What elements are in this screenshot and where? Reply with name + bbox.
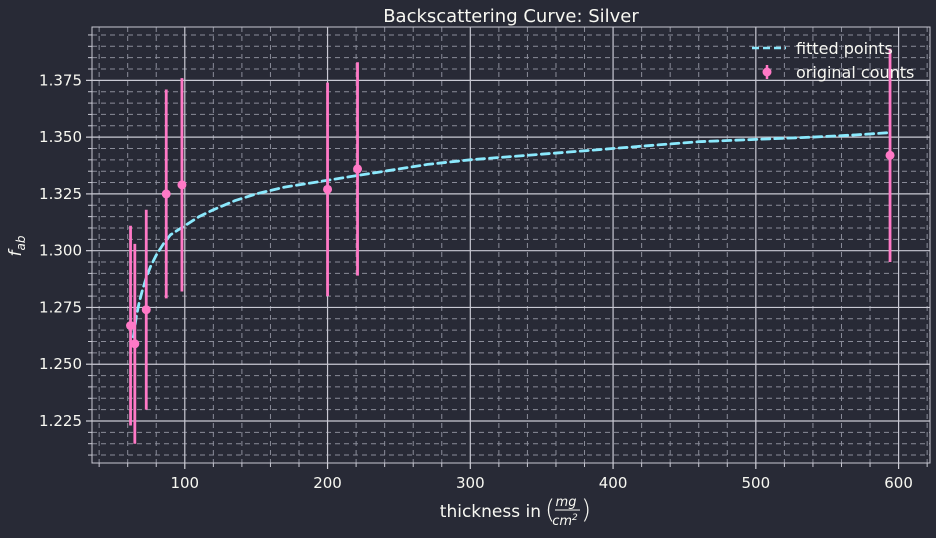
data-point — [177, 180, 187, 190]
x-tick-label: 500 — [742, 474, 771, 492]
x-axis-label: thickness in ( mg cm2 ) — [440, 495, 591, 529]
x-tick-label: 400 — [599, 474, 628, 492]
data-point — [353, 164, 363, 174]
legend-original-marker-icon — [762, 67, 772, 77]
data-point — [126, 321, 136, 331]
x-tick-label: 300 — [456, 474, 485, 492]
x-tick-label: 200 — [313, 474, 342, 492]
data-point — [130, 339, 140, 349]
y-tick-label: 1.375 — [39, 71, 82, 89]
y-axis-label: fab — [6, 235, 28, 256]
series-layer — [126, 48, 895, 444]
x-axis-label-unit-denominator-base: cm — [552, 514, 572, 529]
x-tick-label: 100 — [170, 474, 199, 492]
y-tick-label: 1.225 — [39, 412, 82, 430]
y-tick-label: 1.275 — [39, 298, 82, 316]
legend: fitted points original counts — [752, 39, 914, 82]
plot-frame — [91, 26, 931, 464]
data-point — [141, 305, 151, 315]
legend-original-label: original counts — [796, 63, 914, 82]
x-axis-label-unit-numerator: mg — [556, 495, 577, 510]
x-tick-label: 600 — [884, 474, 913, 492]
y-tick-label: 1.325 — [39, 185, 82, 203]
y-axis-label-main: f — [6, 247, 26, 256]
x-axis-label-unit-denominator: cm2 — [552, 513, 578, 529]
minor-grid — [92, 27, 930, 463]
y-tick-label: 1.300 — [39, 242, 82, 260]
axis-ticks: 100 200 300 400 500 600 1.225 1.250 1.275 1.300 1.… — [39, 34, 928, 492]
x-axis-label-open-paren: ( — [545, 495, 555, 525]
y-tick-label: 1.350 — [39, 128, 82, 146]
data-point — [161, 189, 171, 199]
chart-title: Backscattering Curve: Silver — [383, 6, 639, 27]
y-axis-label-subscript: ab — [14, 235, 28, 250]
x-axis-label-prefix: thickness in — [440, 502, 541, 522]
data-point — [323, 184, 333, 194]
x-axis-label-unit-denominator-exp: 2 — [572, 513, 578, 523]
fitted-curve-line — [131, 131, 892, 339]
data-point — [885, 150, 895, 160]
x-axis-label-close-paren: ) — [581, 495, 591, 525]
y-tick-label: 1.250 — [39, 355, 82, 373]
legend-fitted-label: fitted points — [796, 39, 893, 58]
